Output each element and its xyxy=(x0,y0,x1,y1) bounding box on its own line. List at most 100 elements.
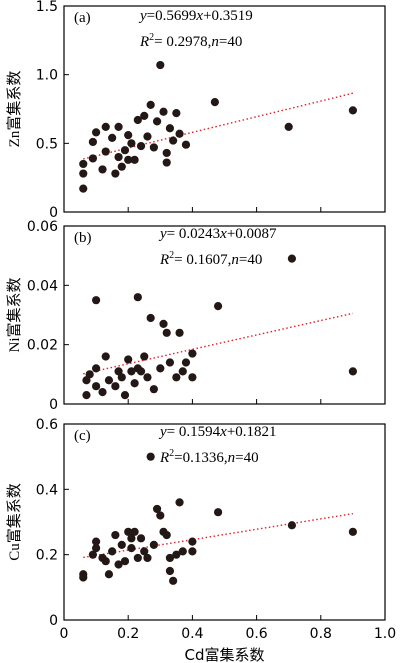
data-point xyxy=(165,553,175,563)
data-point xyxy=(101,147,110,156)
regression-stats: R2= 0.1607,n=40 xyxy=(159,250,262,268)
data-point xyxy=(175,498,184,507)
data-point xyxy=(175,129,184,138)
data-point xyxy=(82,391,91,400)
data-point xyxy=(143,553,152,563)
data-point xyxy=(188,349,197,358)
data-point xyxy=(108,547,117,556)
y-tick-label: 0.2 xyxy=(36,548,58,564)
data-point xyxy=(146,313,155,323)
regression-equation: y=0.5699x+0.3519 xyxy=(138,8,253,24)
data-point xyxy=(152,117,162,126)
fit-line xyxy=(83,512,354,559)
y-tick-label: 0.5 xyxy=(36,136,58,152)
panel-label: (b) xyxy=(74,230,92,246)
data-point xyxy=(178,367,187,376)
data-point xyxy=(169,136,178,145)
data-point xyxy=(188,537,197,546)
data-point xyxy=(162,328,171,337)
data-point xyxy=(124,130,133,140)
y-tick-label: 0.02 xyxy=(27,338,58,354)
fit-line xyxy=(83,312,354,375)
data-point xyxy=(133,293,142,302)
plot-frame xyxy=(63,225,386,405)
y-tick-label: 0 xyxy=(49,397,58,413)
data-point xyxy=(213,508,223,517)
data-point xyxy=(149,143,158,152)
data-point xyxy=(181,140,191,149)
plot-frame xyxy=(63,423,386,621)
y-tick-label: 1.5 xyxy=(36,0,58,15)
data-point xyxy=(159,107,168,116)
y-axis-label: Ni富集系数 xyxy=(5,277,23,352)
y-tick-label: 0 xyxy=(49,205,58,221)
data-point xyxy=(136,141,146,151)
data-point xyxy=(98,165,107,174)
data-point xyxy=(156,60,165,70)
data-point xyxy=(130,155,139,164)
data-point xyxy=(162,158,171,167)
data-point xyxy=(111,169,120,178)
data-point xyxy=(210,98,219,107)
data-point xyxy=(133,115,142,125)
data-point xyxy=(188,547,197,556)
data-point xyxy=(143,373,152,382)
y-axis-label: Zn富集系数 xyxy=(5,71,23,148)
data-point xyxy=(92,128,101,137)
data-point xyxy=(159,319,168,328)
data-point xyxy=(188,373,197,382)
x-tick-label: 0.2 xyxy=(117,626,139,642)
regression-equation: y= 0.0243x+0.0087 xyxy=(158,226,277,242)
x-tick-label: 1.0 xyxy=(374,626,396,642)
data-point xyxy=(136,534,146,543)
data-point xyxy=(114,560,123,569)
x-tick-label: 0 xyxy=(60,626,69,642)
data-point xyxy=(88,137,97,147)
y-tick-label: 1.0 xyxy=(36,68,58,84)
data-point xyxy=(101,352,110,361)
data-point xyxy=(146,100,155,109)
data-point xyxy=(152,504,162,514)
data-point xyxy=(101,122,110,131)
data-point xyxy=(175,328,184,337)
data-point xyxy=(162,530,171,540)
y-tick-label: 0.04 xyxy=(27,278,58,294)
y-tick-label: 0.6 xyxy=(36,417,58,433)
data-point xyxy=(136,367,146,376)
data-point xyxy=(114,122,123,131)
data-point xyxy=(149,540,158,549)
y-tick-label: 0.4 xyxy=(36,482,58,498)
data-point xyxy=(169,576,178,585)
data-point xyxy=(117,373,126,382)
data-point xyxy=(101,557,110,566)
data-point xyxy=(92,296,101,305)
data-point xyxy=(172,109,181,118)
y-tick-label: 0.06 xyxy=(27,219,58,235)
data-point xyxy=(133,553,142,563)
data-point xyxy=(114,152,123,162)
data-point xyxy=(117,540,126,549)
data-point xyxy=(124,527,133,536)
data-point xyxy=(92,382,101,391)
data-point xyxy=(284,122,293,131)
plot-frame xyxy=(63,5,386,213)
y-axis-label: Cu富集系数 xyxy=(5,483,23,561)
data-point xyxy=(287,254,297,263)
data-point xyxy=(162,148,171,158)
data-point xyxy=(98,388,107,397)
data-point xyxy=(140,352,149,361)
data-point xyxy=(85,370,94,379)
data-point xyxy=(149,385,158,394)
data-point xyxy=(140,111,149,120)
data-point xyxy=(120,146,130,155)
data-point xyxy=(111,530,120,540)
data-point xyxy=(165,358,175,367)
data-point xyxy=(127,534,136,543)
data-point xyxy=(92,364,101,373)
data-point xyxy=(287,521,297,530)
data-point xyxy=(79,169,88,178)
data-point xyxy=(79,159,88,169)
data-point xyxy=(165,566,175,576)
regression-equation: y= 0.1594x+0.1821 xyxy=(158,424,277,440)
